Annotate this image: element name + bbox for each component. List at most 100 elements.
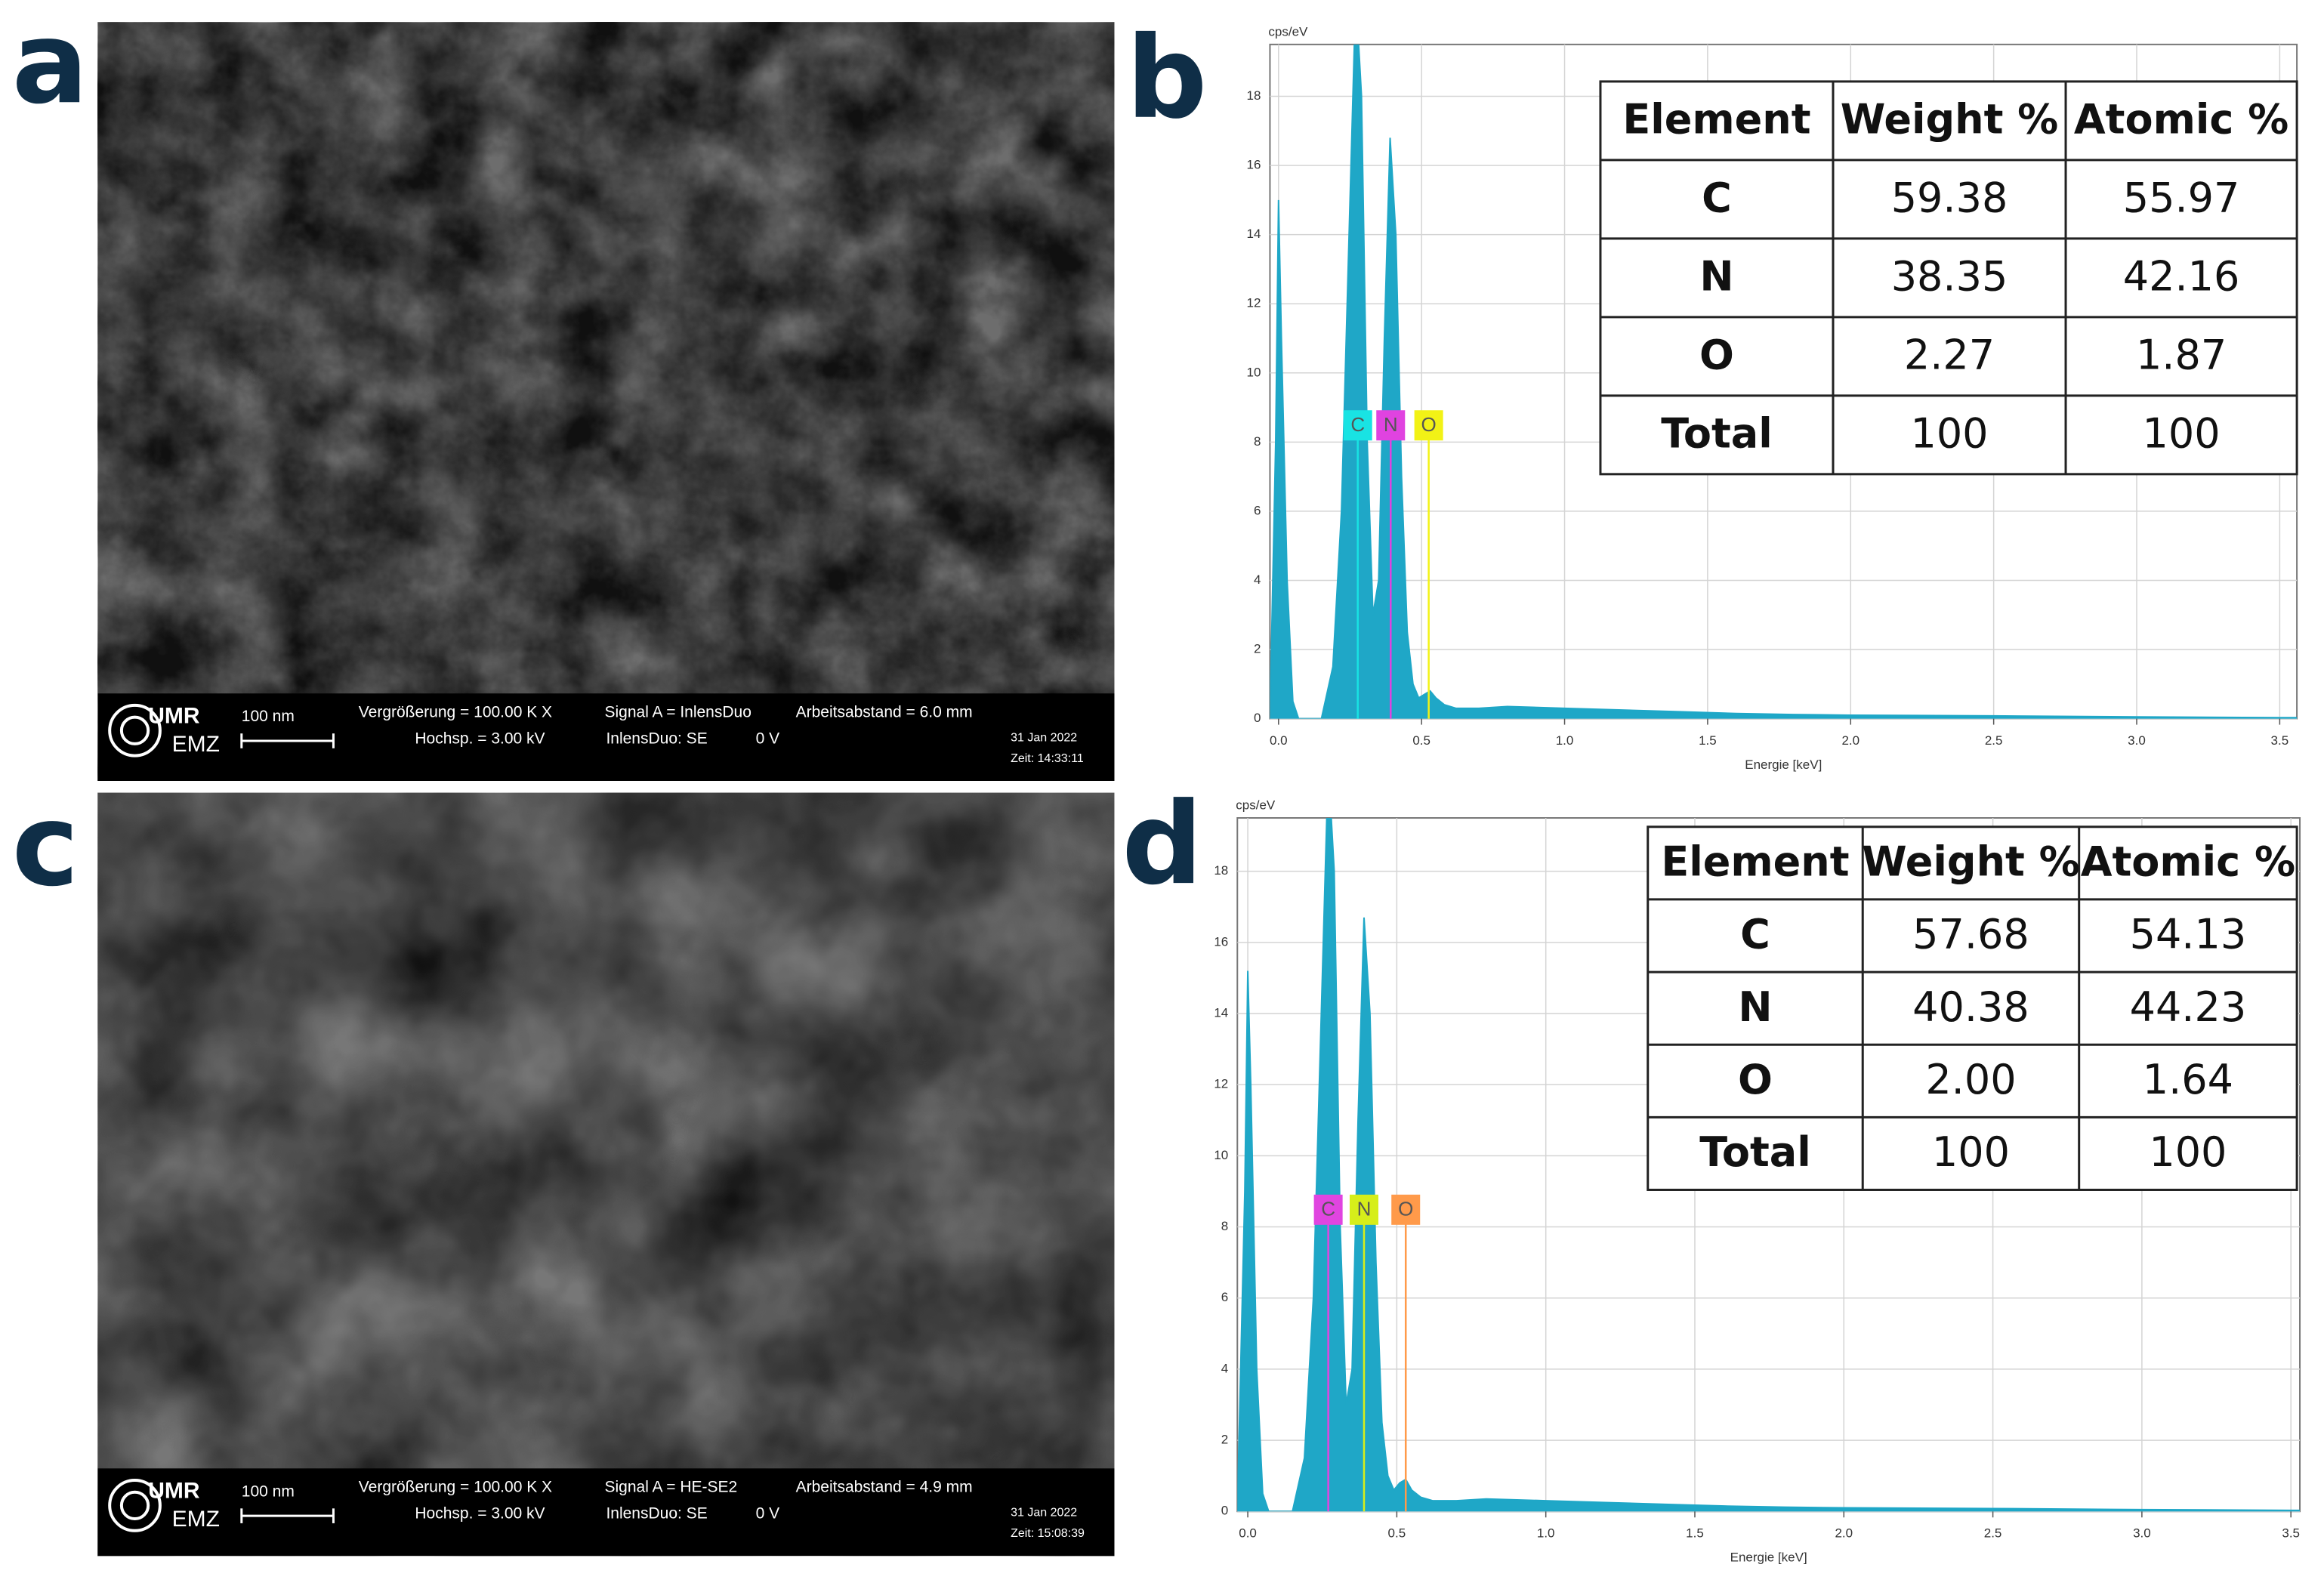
info-text: 31 Jan 2022: [1011, 1506, 1077, 1519]
element-tag-label: C: [1350, 413, 1365, 436]
info-bar: [97, 1468, 1115, 1557]
y-tick-label: 14: [1247, 227, 1261, 241]
table-cell: 55.97: [2123, 174, 2240, 222]
table-cell: N: [1699, 253, 1733, 301]
element-tag: [1349, 1194, 1378, 1225]
logo: [119, 1490, 150, 1521]
x-tick-label: 3.0: [2133, 1526, 2151, 1541]
y-tick-label: 6: [1221, 1290, 1228, 1304]
y-tick-label: 12: [1214, 1077, 1228, 1091]
y-tick-label: 10: [1247, 365, 1261, 379]
table-cell: Atomic %: [2074, 96, 2289, 143]
info-text: Hochsp. = 3.00 kV: [415, 1505, 545, 1523]
x-tick-label: 2.0: [1841, 733, 1860, 748]
logo: [108, 703, 162, 757]
x-tick-label: 0.5: [1388, 1526, 1406, 1541]
table-cell: 1.64: [2143, 1056, 2233, 1103]
info-text: Signal A = InlensDuo: [604, 703, 751, 720]
info-text: Arbeitsabstand = 6.0 mm: [796, 703, 973, 720]
element-tag: [1313, 1194, 1343, 1225]
y-tick-label: 8: [1254, 434, 1261, 449]
x-axis-label: Energie [keV]: [1745, 757, 1822, 772]
x-tick-label: 1.5: [1686, 1526, 1704, 1541]
y-axis-label: cps/eV: [1268, 24, 1308, 39]
x-axis-label: Energie [keV]: [1730, 1550, 1807, 1565]
info-text: 0 V: [756, 1505, 780, 1523]
table-cell: Total: [1699, 1128, 1811, 1176]
spectrum: [1270, 44, 2298, 719]
table-cell: Weight %: [1841, 96, 2059, 143]
x-tick-label: 0.0: [1270, 733, 1288, 748]
element-tag-label: O: [1421, 413, 1437, 436]
table-cell: 100: [1910, 409, 1988, 457]
table-cell: O: [1738, 1056, 1773, 1103]
table-cell: 100: [1932, 1128, 2010, 1176]
info-text: EMZ: [172, 1507, 220, 1532]
element-tag: [1391, 1194, 1421, 1225]
info-text: InlensDuo: SE: [606, 1505, 707, 1523]
table-cell: 2.00: [1925, 1056, 2016, 1103]
table-cell: Total: [1661, 409, 1773, 457]
y-tick-label: 0: [1221, 1504, 1228, 1518]
panel-label: d: [1122, 779, 1202, 910]
table-cell: Atomic %: [2081, 838, 2295, 886]
y-tick-label: 8: [1221, 1219, 1228, 1233]
x-tick-label: 0.5: [1412, 733, 1431, 748]
logo: [119, 715, 150, 745]
table-cell: 2.27: [1904, 332, 1995, 379]
info-text: InlensDuo: SE: [606, 730, 707, 748]
y-tick-label: 10: [1214, 1148, 1228, 1162]
table-cell: 57.68: [1912, 911, 2029, 958]
info-text: 0 V: [756, 730, 780, 748]
table-cell: N: [1738, 983, 1772, 1031]
table-cell: 100: [2149, 1128, 2227, 1176]
info-text: 31 Jan 2022: [1011, 731, 1077, 744]
x-tick-label: 2.5: [1985, 733, 2003, 748]
info-text: Vergrößerung = 100.00 K X: [359, 1478, 552, 1495]
x-tick-label: 3.5: [2282, 1526, 2300, 1541]
table-cell: Element: [1622, 96, 1810, 143]
info-text: UMR: [148, 1479, 200, 1504]
element-tag: [1376, 410, 1406, 441]
table-cell: 44.23: [2130, 983, 2247, 1031]
x-tick-label: 2.0: [1835, 1526, 1853, 1541]
y-tick-label: 12: [1247, 296, 1261, 310]
table-cell: 42.16: [2123, 253, 2240, 301]
panel-label: b: [1126, 13, 1207, 144]
sem-texture: [97, 22, 1115, 781]
x-tick-label: 0.0: [1239, 1526, 1257, 1541]
element-tag: [1343, 410, 1372, 441]
element-tag-label: N: [1384, 413, 1398, 436]
table-cell: 38.35: [1891, 253, 2008, 301]
table-cell: Weight %: [1862, 838, 2080, 886]
info-text: Hochsp. = 3.00 kV: [415, 730, 545, 748]
table-cell: 59.38: [1891, 174, 2008, 222]
info-text: Vergrößerung = 100.00 K X: [359, 703, 552, 720]
x-tick-label: 1.5: [1699, 733, 1717, 748]
logo: [108, 1479, 162, 1532]
spectrum: [1237, 818, 2301, 1512]
y-tick-label: 2: [1254, 641, 1261, 656]
info-bar: [97, 693, 1115, 781]
table-cell: C: [1740, 911, 1770, 958]
y-tick-label: 4: [1254, 572, 1261, 587]
info-text: Zeit: 14:33:11: [1011, 752, 1084, 765]
x-tick-label: 3.5: [2271, 733, 2289, 748]
y-tick-label: 16: [1247, 158, 1261, 172]
info-text: Arbeitsabstand = 4.9 mm: [796, 1478, 973, 1495]
panel-label: c: [12, 780, 79, 912]
y-tick-label: 16: [1214, 934, 1228, 949]
y-axis-label: cps/eV: [1236, 798, 1276, 813]
element-tag-label: C: [1321, 1198, 1335, 1220]
table-cell: 54.13: [2130, 911, 2247, 958]
x-tick-label: 2.5: [1984, 1526, 2002, 1541]
info-text: Zeit: 15:08:39: [1011, 1527, 1085, 1540]
y-tick-label: 14: [1214, 1005, 1228, 1020]
sem-texture: [97, 792, 1115, 1557]
table-bg: [1647, 825, 2298, 1191]
y-tick-label: 18: [1214, 863, 1228, 878]
table-cell: 40.38: [1912, 983, 2029, 1031]
table-bg: [1599, 80, 2298, 476]
x-tick-label: 1.0: [1537, 1526, 1555, 1541]
